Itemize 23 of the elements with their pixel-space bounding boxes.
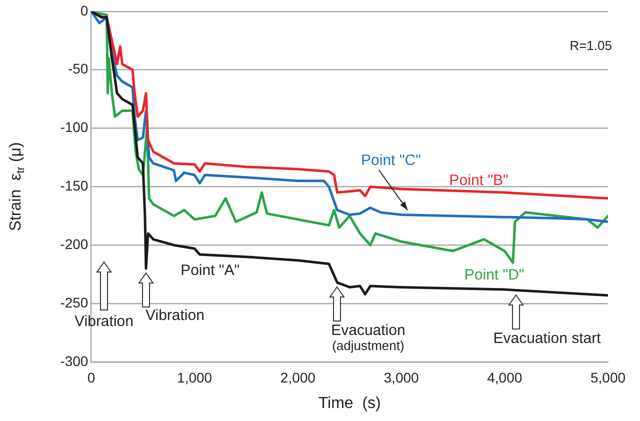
annotation: Evacuation start — [493, 330, 601, 347]
annotation: Vibration — [74, 313, 134, 330]
x-tick-label: 1,000 — [177, 369, 212, 386]
series-label: Point "A" — [180, 262, 240, 279]
annotation: Vibration — [146, 306, 204, 324]
x-axis-title: Time (s) — [318, 394, 381, 412]
y-tick-label: 0 — [80, 2, 88, 18]
annotation: Evacuation (adjustment) — [331, 322, 406, 353]
x-tick-label: 5,000 — [590, 369, 626, 386]
x-tick-label: 2,000 — [280, 369, 316, 386]
y-tick-label: -100 — [60, 119, 88, 136]
y-tick-label: -150 — [60, 178, 88, 194]
series-label: Point "B" — [449, 172, 508, 189]
y-axis-title: Strain εtr (μ) — [7, 142, 27, 232]
annotation: R=1.05 — [570, 38, 612, 53]
y-tick-label: -250 — [60, 294, 88, 310]
y-tick-label: -300 — [60, 352, 88, 369]
y-tick-label: -200 — [60, 236, 88, 252]
text: Point "C" — [361, 152, 421, 170]
x-tick-label: 3,000 — [384, 369, 420, 386]
series-label: Point "D" — [464, 266, 524, 284]
x-tick-label: 4,000 — [487, 369, 522, 386]
y-tick-label: -50 — [68, 60, 88, 77]
